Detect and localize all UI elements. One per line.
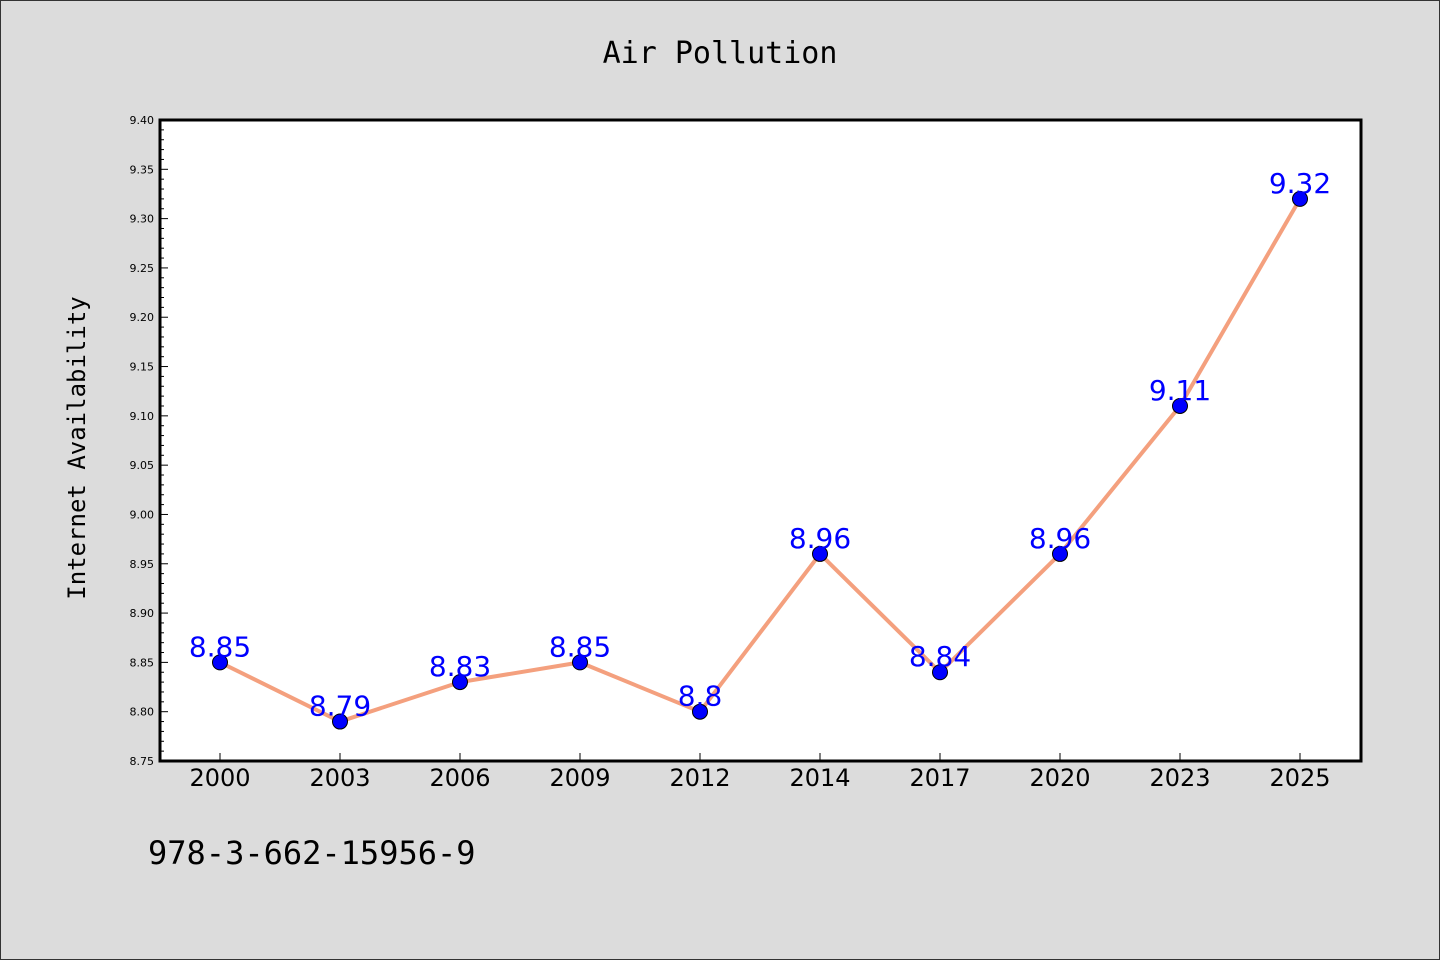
y-tick-label: 9.00 bbox=[130, 508, 155, 521]
data-label: 8.8 bbox=[678, 680, 723, 713]
x-tick-label: 2020 bbox=[1029, 764, 1090, 792]
y-tick-label: 9.05 bbox=[130, 459, 155, 472]
y-tick-label: 8.85 bbox=[130, 656, 155, 669]
y-tick-label: 9.20 bbox=[130, 311, 155, 324]
chart-title: Air Pollution bbox=[603, 36, 838, 71]
x-tick-label: 2025 bbox=[1269, 764, 1330, 792]
series-line bbox=[219, 197, 1302, 724]
data-point bbox=[1292, 190, 1308, 207]
data-point bbox=[452, 674, 468, 691]
y-tick-label: 9.10 bbox=[130, 410, 155, 423]
x-tick-label: 2023 bbox=[1149, 764, 1210, 792]
y-tick-label: 9.30 bbox=[130, 213, 155, 226]
data-label: 8.83 bbox=[429, 650, 491, 683]
y-tick-label: 9.25 bbox=[130, 262, 155, 275]
x-tick-label: 2014 bbox=[789, 764, 850, 792]
data-point bbox=[812, 545, 828, 562]
x-tick-label: 2000 bbox=[189, 764, 250, 792]
data-point bbox=[1052, 545, 1068, 562]
series-markers bbox=[212, 190, 1308, 730]
y-tick-label: 8.75 bbox=[130, 755, 155, 768]
data-label: 9.11 bbox=[1149, 374, 1211, 407]
x-tick-label: 2003 bbox=[309, 764, 370, 792]
data-point bbox=[332, 713, 348, 730]
data-label: 9.32 bbox=[1269, 167, 1331, 200]
y-axis: 8.75 8.80 8.85 8.90 8.95 9.00 9.05 9.10 9.15 9.20… bbox=[130, 114, 168, 768]
isbn-text: 978-3-662-15956-9 bbox=[148, 834, 476, 872]
y-tick-label: 9.40 bbox=[130, 114, 155, 127]
data-point bbox=[932, 664, 948, 681]
y-axis-label: Internet Availability bbox=[63, 296, 91, 599]
plot-border bbox=[158, 118, 1363, 763]
data-label: 8.84 bbox=[909, 640, 971, 673]
data-point bbox=[1172, 397, 1188, 414]
y-tick-label: 9.15 bbox=[130, 361, 155, 374]
y-tick-label: 8.80 bbox=[130, 706, 155, 719]
data-label: 8.85 bbox=[549, 630, 611, 663]
data-label: 8.85 bbox=[189, 630, 251, 663]
x-tick-label: 2009 bbox=[549, 764, 610, 792]
data-point bbox=[572, 654, 588, 671]
x-tick-label: 2012 bbox=[669, 764, 730, 792]
data-label: 8.79 bbox=[309, 690, 371, 723]
data-label: 8.96 bbox=[1029, 522, 1091, 555]
data-labels: 8.85 8.79 8.83 8.85 8.8 8.96 8.84 8.96 9.11 9.32 bbox=[189, 167, 1331, 723]
data-point bbox=[212, 654, 228, 671]
data-label: 8.96 bbox=[789, 522, 851, 555]
y-tick-label: 9.35 bbox=[130, 163, 155, 176]
plot-area bbox=[160, 120, 1361, 761]
y-tick-label: 8.95 bbox=[130, 558, 155, 571]
y-tick-label: 8.90 bbox=[130, 607, 155, 620]
x-tick-label: 2017 bbox=[909, 764, 970, 792]
data-point bbox=[692, 703, 708, 720]
x-axis: 2000 2003 2006 2009 2012 2014 2017 2020 2023 2025 bbox=[189, 753, 1331, 792]
x-tick-label: 2006 bbox=[429, 764, 490, 792]
